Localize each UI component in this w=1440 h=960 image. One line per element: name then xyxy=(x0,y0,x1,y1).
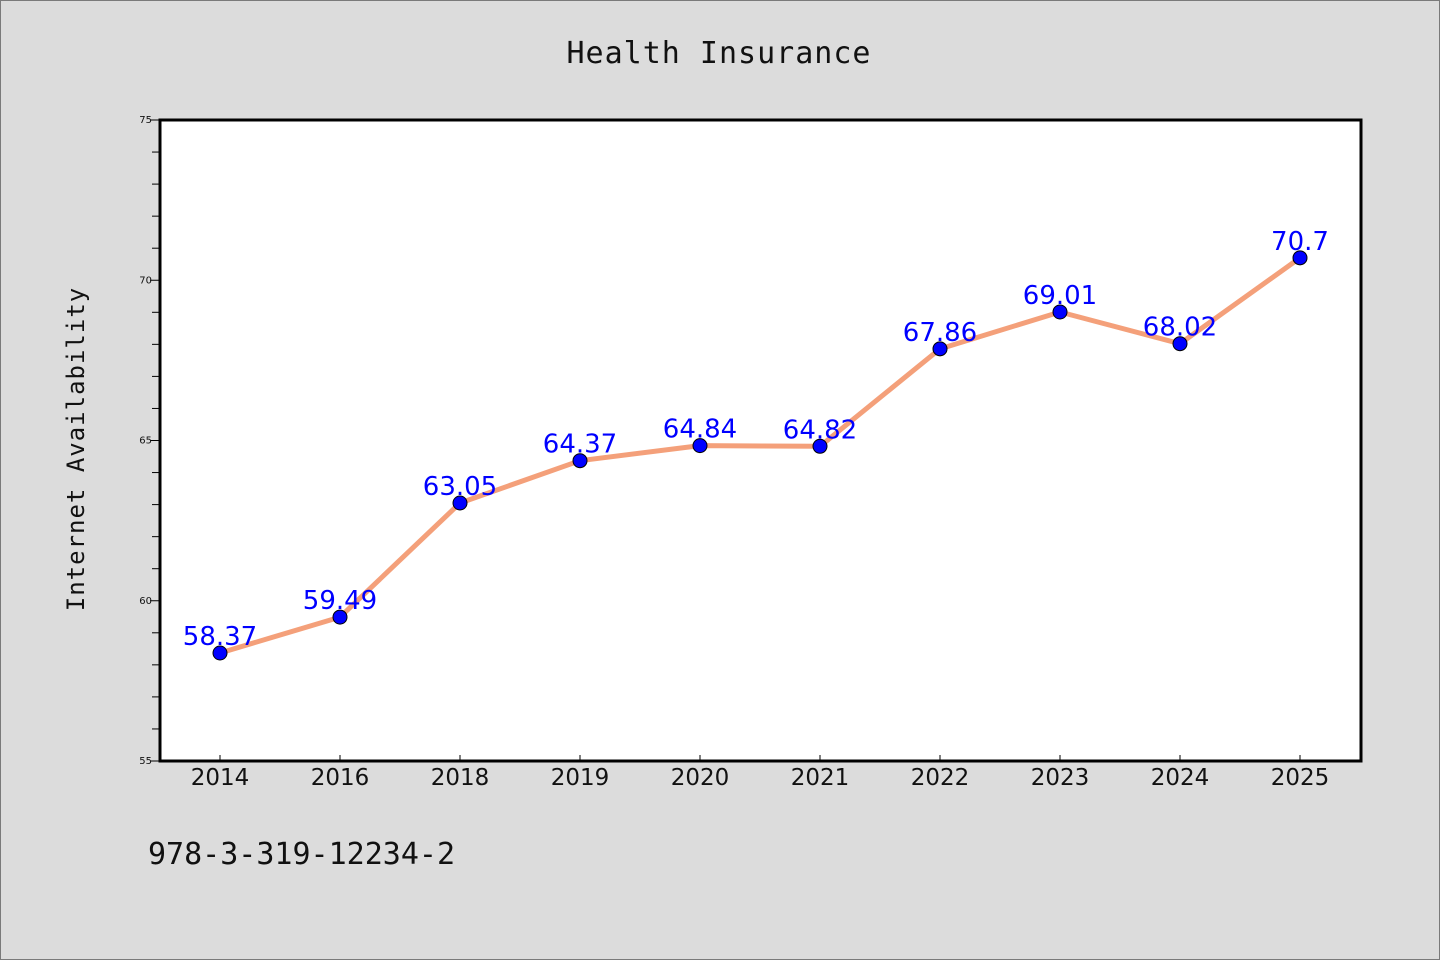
x-tick-label: 2024 xyxy=(1151,765,1210,791)
x-tick-label: 2022 xyxy=(911,765,970,791)
data-label: 68.02 xyxy=(1143,313,1217,343)
data-point xyxy=(452,495,468,511)
y-tick-label: 70 xyxy=(139,275,152,286)
x-tick-label: 2025 xyxy=(1271,765,1330,791)
data-label: 64.82 xyxy=(783,415,857,445)
y-axis-label: Internet Availability xyxy=(62,287,90,611)
y-tick-label: 55 xyxy=(139,756,152,767)
data-point xyxy=(692,438,708,454)
data-point xyxy=(812,438,828,454)
data-label: 67.86 xyxy=(903,318,977,348)
data-point xyxy=(1172,336,1188,352)
data-point xyxy=(1292,250,1308,266)
x-tick-label: 2019 xyxy=(551,765,610,791)
y-tick-label: 60 xyxy=(139,596,152,607)
data-label: 63.05 xyxy=(423,472,497,502)
series-line xyxy=(217,255,1303,656)
footer-text: 978-3-319-12234-2 xyxy=(148,837,455,872)
data-point xyxy=(332,609,348,625)
data-point xyxy=(572,453,588,469)
data-point xyxy=(932,341,948,357)
data-point xyxy=(1052,304,1068,320)
data-label: 64.37 xyxy=(543,430,617,460)
x-tick-label: 2020 xyxy=(671,765,730,791)
x-tick-label: 2021 xyxy=(791,765,850,791)
y-tick-label: 75 xyxy=(139,115,152,126)
data-label: 64.84 xyxy=(663,415,737,445)
x-tick-label: 2023 xyxy=(1031,765,1090,791)
y-axis-ticks: 55 60 65 70 75 xyxy=(139,115,160,767)
data-label: 70.7 xyxy=(1271,227,1329,257)
y-tick-label: 65 xyxy=(139,436,152,447)
chart-title: Health Insurance xyxy=(567,36,872,71)
x-axis-ticks: 2014 2016 2018 2019 2020 2021 2022 2023 2024 2025 xyxy=(191,755,1330,791)
x-tick-label: 2014 xyxy=(191,765,250,791)
series-markers xyxy=(212,250,1308,661)
x-tick-label: 2018 xyxy=(431,765,490,791)
x-tick-label: 2016 xyxy=(311,765,370,791)
data-point xyxy=(212,645,228,661)
data-label: 58.37 xyxy=(183,622,257,652)
data-label: 69.01 xyxy=(1023,281,1097,311)
plot-area xyxy=(158,118,1363,763)
data-label: 59.49 xyxy=(303,586,377,616)
data-labels: 58.37 59.49 63.05 64.37 64.84 64.82 67.86 69.01… xyxy=(183,227,1329,652)
